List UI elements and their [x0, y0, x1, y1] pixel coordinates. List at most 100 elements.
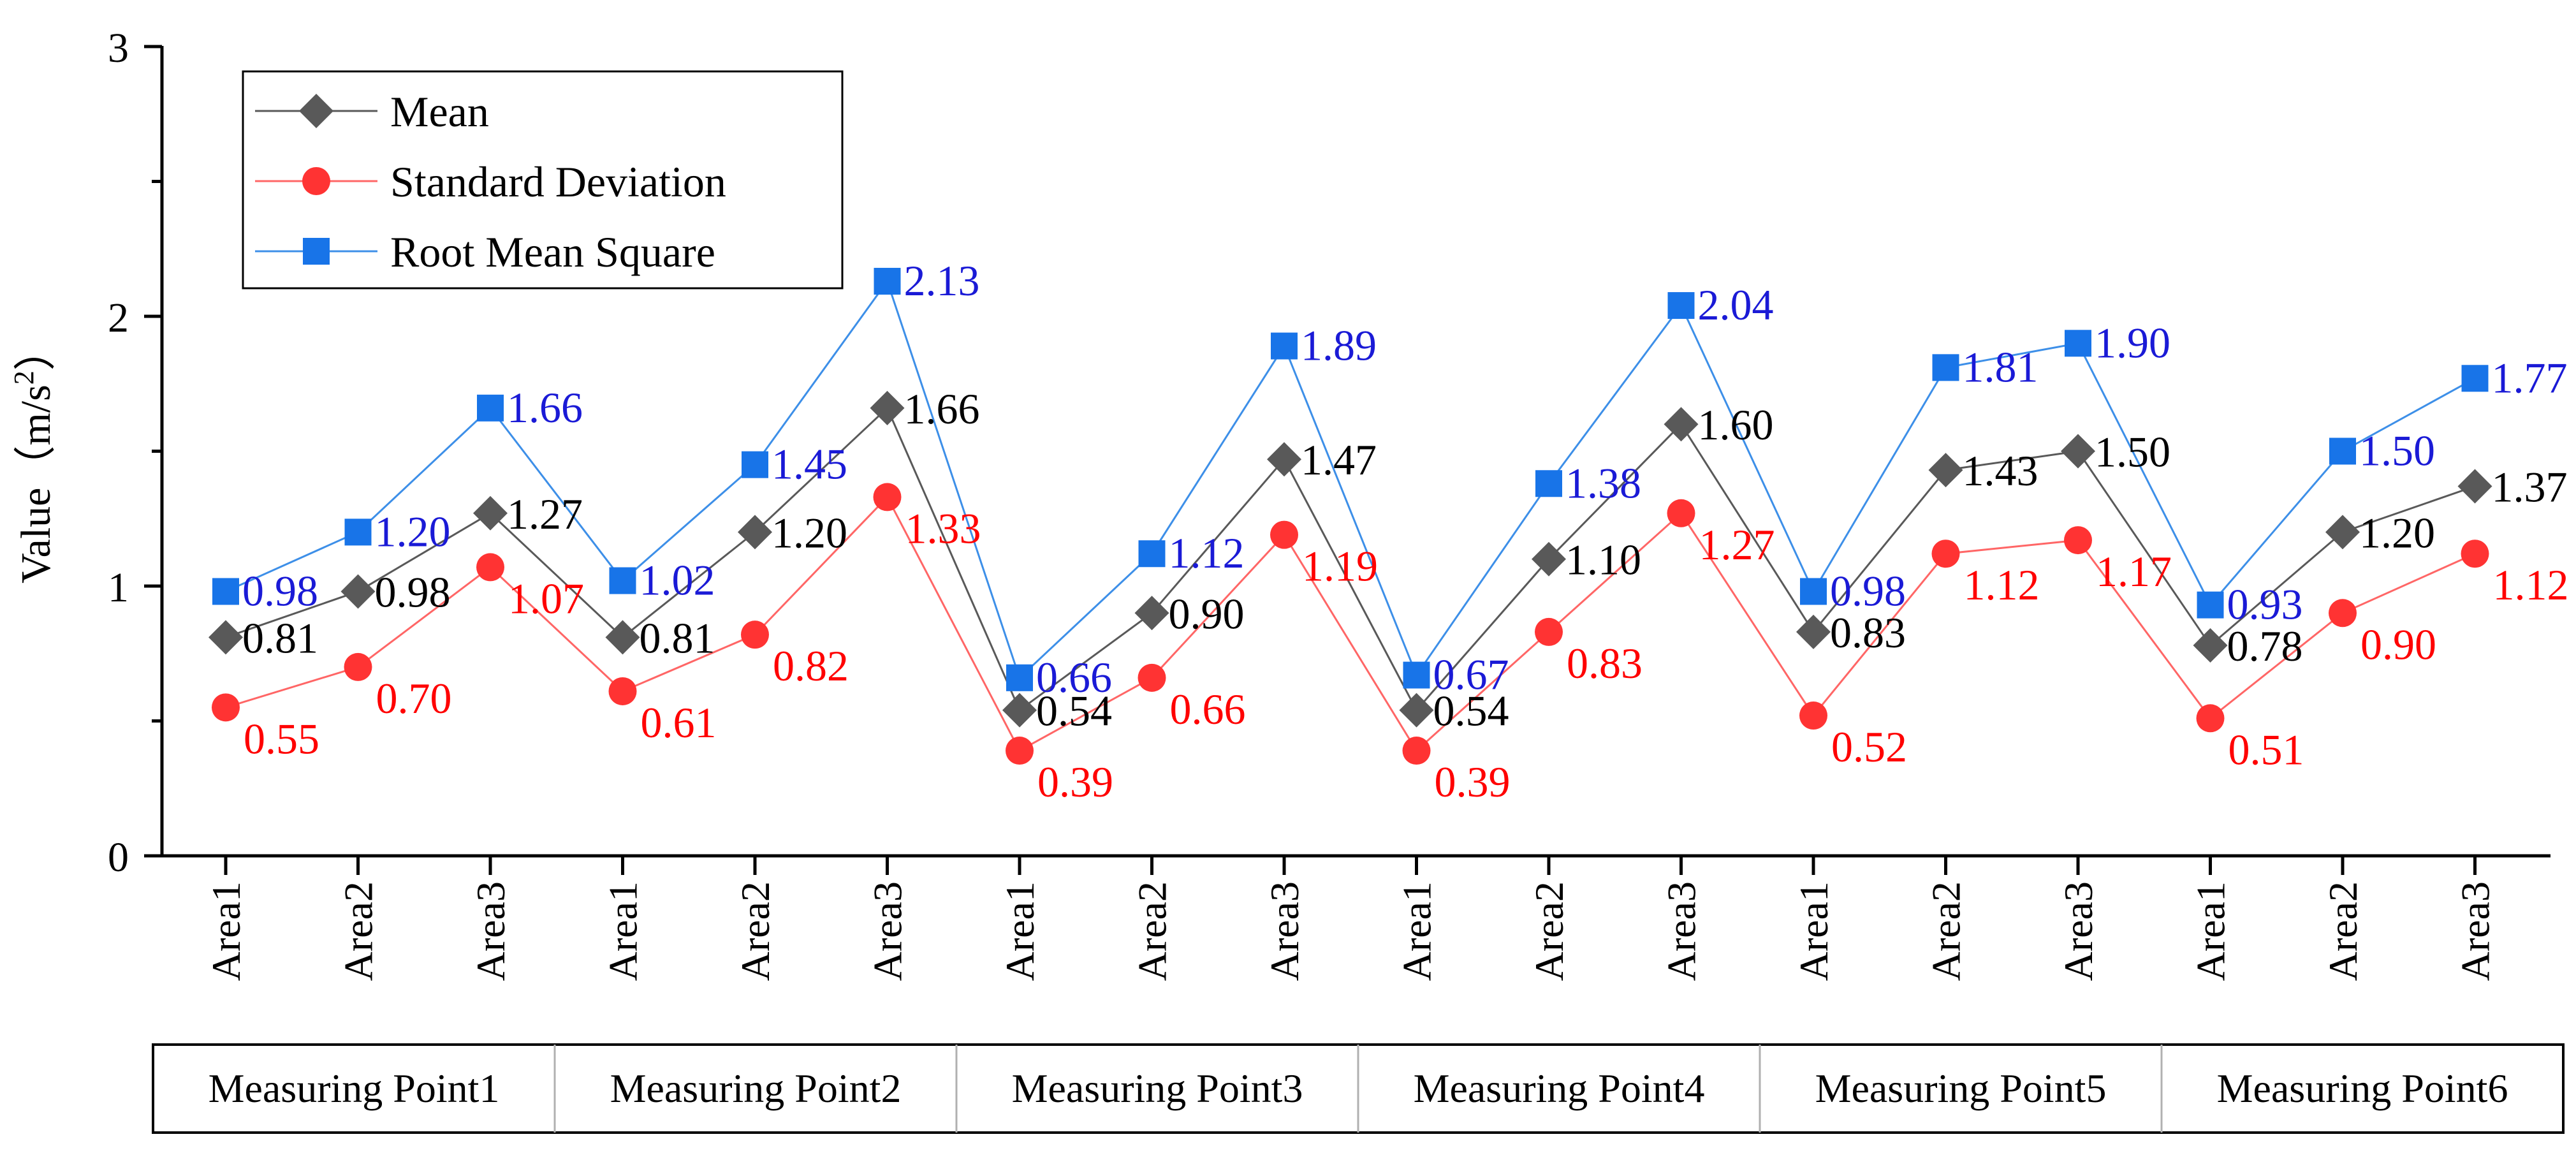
data-point — [1928, 453, 1963, 488]
data-label: 0.51 — [2228, 725, 2304, 774]
data-point — [738, 515, 772, 550]
data-point — [1667, 292, 1695, 319]
data-point — [1535, 470, 1562, 497]
legend-label: Mean — [390, 87, 489, 136]
data-label: 0.66 — [1170, 685, 1246, 733]
data-label: 0.83 — [1567, 639, 1643, 687]
axes: 0 1 2 3 Area1 Area2 Area3 Area1 Area2 Area3 Area1 A… — [108, 25, 2550, 981]
data-point — [473, 496, 508, 531]
data-label: 1.12 — [2493, 561, 2569, 609]
data-point — [2329, 437, 2356, 465]
y-axis-title-superscript: 2 — [8, 371, 40, 385]
data-label: 0.39 — [1037, 758, 1113, 806]
data-point — [344, 518, 372, 546]
data-point — [477, 394, 504, 422]
data-point — [2065, 330, 2091, 357]
x-tick-label: Area1 — [2188, 881, 2234, 981]
x-tick-label: Area2 — [1526, 881, 1572, 981]
x-tick-label: Area1 — [1791, 881, 1836, 981]
data-point — [2461, 365, 2489, 392]
data-point — [1667, 499, 1695, 527]
legend-marker — [303, 238, 330, 265]
data-point — [1138, 663, 1166, 692]
data-label: 1.43 — [1963, 446, 2038, 495]
y-tick-label: 1 — [108, 564, 129, 611]
legend-marker — [299, 94, 333, 128]
y-tick-label: 2 — [108, 295, 129, 341]
data-label: 0.54 — [1036, 687, 1112, 735]
data-label: 0.67 — [1433, 650, 1509, 699]
data-label: 0.82 — [773, 642, 849, 690]
data-point — [212, 693, 240, 722]
data-point — [1399, 693, 1434, 728]
y-tick-label: 3 — [108, 25, 129, 71]
legend-marker — [302, 167, 330, 195]
data-point — [2461, 540, 2489, 568]
group-label: Measuring Point2 — [610, 1066, 902, 1111]
data-point — [476, 553, 504, 582]
data-point — [340, 574, 376, 609]
data-label: 0.81 — [242, 613, 318, 662]
data-label: 1.66 — [904, 385, 980, 433]
x-tick-label: Area2 — [336, 881, 381, 981]
data-label: 0.39 — [1435, 758, 1511, 806]
data-label: 1.12 — [1169, 529, 1245, 577]
data-label: 0.61 — [641, 698, 717, 747]
series-line — [225, 495, 2476, 753]
data-point — [1002, 693, 1037, 728]
data-label: 0.54 — [1433, 687, 1509, 735]
data-label: 1.47 — [1301, 436, 1377, 484]
data-point — [1138, 540, 1166, 568]
data-label: 1.20 — [375, 507, 451, 555]
data-label: 1.17 — [2096, 547, 2172, 596]
data-point — [1800, 578, 1827, 605]
group-label: Measuring Point5 — [1815, 1066, 2107, 1111]
data-point — [1403, 661, 1430, 689]
group-label: Measuring Point1 — [209, 1066, 500, 1111]
y-axis-title: Value（m/s2） — [8, 328, 59, 584]
data-label: 0.52 — [1831, 723, 1907, 771]
data-label: 0.78 — [2227, 622, 2303, 670]
data-label: 1.19 — [1302, 542, 1378, 591]
data-label: 0.81 — [640, 613, 715, 662]
series-line — [225, 279, 2476, 680]
data-point — [1271, 332, 1298, 360]
x-tick-label: Area1 — [997, 881, 1043, 981]
data-label: 1.20 — [2359, 508, 2435, 557]
x-tick-label: Area3 — [1262, 881, 1307, 981]
x-tick-label: Area3 — [2453, 881, 2498, 981]
data-point — [1532, 541, 1566, 576]
data-point — [741, 621, 769, 649]
data-point — [344, 652, 372, 681]
y-axis-title-prefix: Value（m/s — [13, 385, 59, 584]
data-label: 0.90 — [2360, 620, 2436, 668]
x-tick-label: Area2 — [2320, 881, 2366, 981]
data-label: 1.81 — [1963, 342, 2038, 391]
data-label: 2.13 — [904, 256, 980, 305]
data-label: 0.66 — [1036, 653, 1112, 701]
series-line — [225, 406, 2475, 712]
data-point — [1799, 701, 1827, 730]
data-point — [209, 620, 243, 655]
data-point — [1535, 617, 1563, 646]
data-label: 1.89 — [1301, 321, 1377, 370]
x-tick-label: Area3 — [2056, 881, 2101, 981]
data-point — [1006, 664, 1033, 691]
data-label: 1.50 — [2095, 428, 2170, 476]
data-point — [2197, 591, 2224, 619]
data-label: 2.04 — [1698, 281, 1774, 329]
x-tick-label: Area3 — [468, 881, 513, 981]
data-point — [1664, 407, 1699, 442]
data-point — [609, 567, 636, 594]
data-point — [2064, 526, 2092, 555]
data-point — [1270, 520, 1298, 549]
legend: Mean Standard Deviation Root Mean Square — [242, 70, 844, 290]
data-label: 1.90 — [2095, 318, 2170, 367]
y-axis-title-suffix: ） — [13, 328, 59, 371]
x-tick-label: Area3 — [865, 881, 911, 981]
data-label: 0.90 — [1169, 589, 1245, 638]
legend-label: Standard Deviation — [390, 158, 726, 206]
x-tick-label: Area1 — [601, 881, 646, 981]
data-label: 0.70 — [376, 674, 452, 723]
data-point — [2329, 599, 2357, 628]
